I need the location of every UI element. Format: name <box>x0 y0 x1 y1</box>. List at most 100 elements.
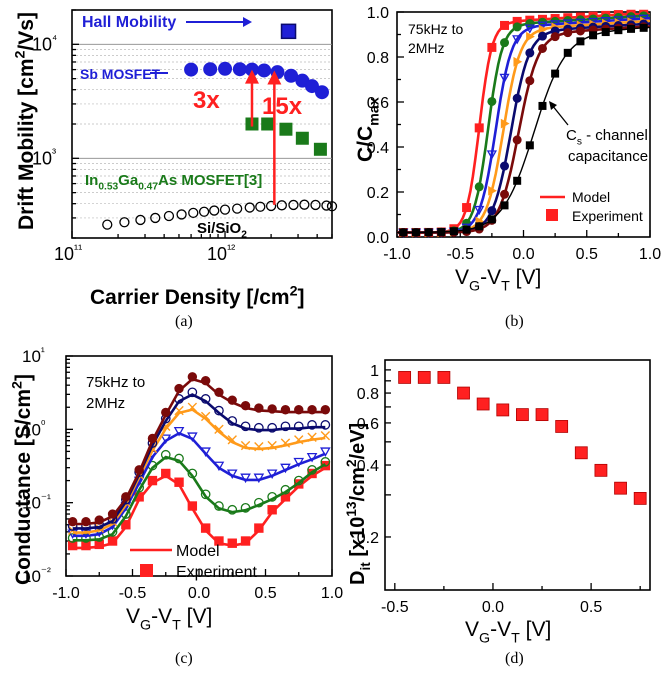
annotation-freq-2: 2MHz <box>86 395 125 412</box>
experiment-point <box>320 447 331 457</box>
cs-point <box>475 222 484 231</box>
dit-point <box>574 446 588 460</box>
experiment-point <box>575 26 585 36</box>
experiment-point <box>512 135 522 145</box>
experiment-point <box>488 185 497 196</box>
experiment-point <box>187 501 198 511</box>
experiment-point <box>563 28 573 38</box>
experiment-point <box>254 403 264 413</box>
experiment-point <box>214 424 224 435</box>
ingaas-point <box>295 131 309 145</box>
arrow-15x-head <box>267 70 282 85</box>
experiment-point <box>187 402 198 412</box>
si-sio2-point <box>176 209 187 220</box>
experiment-point <box>107 509 118 519</box>
experiment-point <box>254 523 264 533</box>
experiment-point <box>227 504 238 515</box>
si-sio2-point <box>188 207 199 219</box>
experiment-point <box>254 441 264 452</box>
dit-point <box>594 463 608 477</box>
experiment-point <box>161 407 171 418</box>
experiment-point <box>227 435 237 445</box>
dit-point <box>417 371 431 384</box>
annotation-freq-1: 75kHz to <box>86 374 145 391</box>
x-tick-label: -0.5 <box>446 246 474 263</box>
cs-point <box>538 101 547 110</box>
x-axis-label: VG-VT [V] <box>465 618 551 646</box>
experiment-point <box>512 22 522 32</box>
y-tick-label: 0.4 <box>357 458 379 475</box>
experiment-point <box>240 440 251 451</box>
x-tick-label: 0.0 <box>482 599 504 616</box>
cs-point <box>487 215 496 224</box>
hall-mobility-point <box>280 23 297 40</box>
experiment-point <box>293 421 304 432</box>
experiment-point <box>240 502 251 513</box>
dit-point <box>398 371 412 384</box>
panel-d-axes <box>384 359 651 591</box>
legend-experiment-label: Experiment <box>572 208 643 224</box>
x-tick-label: 0.5 <box>254 585 276 602</box>
sb-mosfet-point <box>257 63 272 78</box>
experiment-point <box>525 76 535 86</box>
sb-mosfet-point <box>184 62 199 77</box>
x-tick-label: 0.0 <box>188 585 210 602</box>
cs-point <box>462 225 471 234</box>
cs-point <box>601 28 610 37</box>
cs-point <box>589 31 598 40</box>
si-sio2-point <box>209 205 220 216</box>
x-tick-label: 0.5 <box>580 599 602 616</box>
x-tick-label: 0.0 <box>512 246 534 263</box>
experiment-point <box>214 405 224 416</box>
si-sio2-point <box>119 217 130 228</box>
y-axis-label: Drift Mobility [cm2/Vs] <box>13 12 38 230</box>
experiment-point <box>214 501 224 511</box>
y-axis-label: Conductance [S/cm2] <box>10 374 35 585</box>
cs-point <box>627 24 636 33</box>
experiment-point <box>513 56 523 67</box>
experiment-point <box>240 473 251 484</box>
cs-point <box>399 228 408 237</box>
experiment-point <box>174 383 184 394</box>
experiment-point <box>320 457 331 467</box>
y-tick-label: 0.8 <box>357 386 379 403</box>
cs-point <box>513 176 522 185</box>
experiment-point <box>227 538 237 548</box>
cs-point <box>449 227 458 236</box>
cs-point <box>551 69 560 78</box>
experiment-point <box>174 405 184 416</box>
experiment-point <box>267 505 277 515</box>
experiment-point <box>512 93 522 103</box>
annotation-15x: 15x <box>262 93 303 120</box>
experiment-point <box>214 536 224 546</box>
experiment-point <box>160 449 171 460</box>
experiment-point <box>307 432 317 442</box>
cs-point <box>437 227 446 236</box>
experiment-point <box>486 150 497 160</box>
y-tick-label: 0.6 <box>367 95 389 112</box>
dit-point <box>614 481 627 495</box>
experiment-point <box>306 452 318 463</box>
experiment-point <box>173 426 185 437</box>
experiment-point <box>121 492 131 502</box>
si-sio2-point <box>276 200 287 211</box>
experiment-point <box>474 123 484 133</box>
x-tick-label: 1.0 <box>321 585 343 602</box>
si-sio2-point <box>102 219 113 230</box>
experiment-point <box>134 465 144 475</box>
experiment-point <box>500 118 510 129</box>
caption-c: (c) <box>175 650 193 667</box>
experiment-point <box>240 421 251 432</box>
experiment-point <box>474 182 484 192</box>
cs-point <box>614 26 623 35</box>
experiment-point <box>307 420 317 430</box>
y-axis-label: Dit [x1013/cm2/eV] <box>344 423 373 585</box>
dit-point <box>437 371 451 384</box>
x-tick-label: -0.5 <box>381 599 409 616</box>
experiment-point <box>500 189 510 199</box>
y-tick-label: 1.0 <box>367 5 389 22</box>
y-tick-label: 1 <box>370 363 379 380</box>
cs-point <box>563 48 572 57</box>
si-sio2-point <box>244 202 255 213</box>
y-tick-label: 10³ <box>32 146 56 168</box>
